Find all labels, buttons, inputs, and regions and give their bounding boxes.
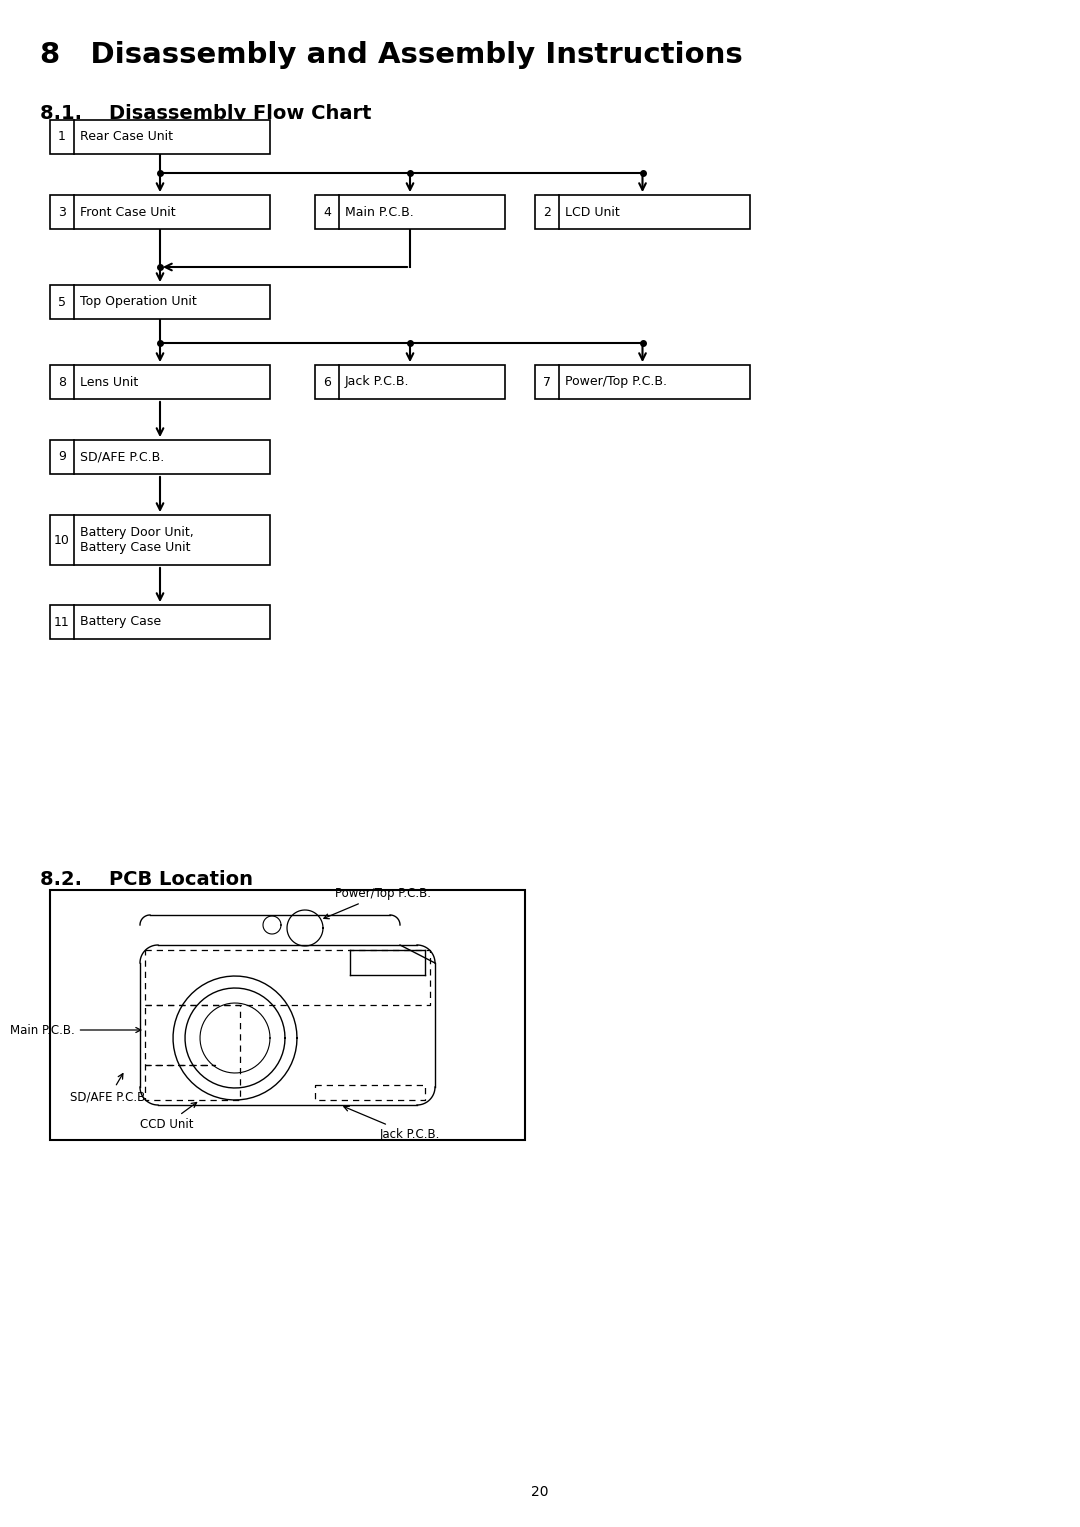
Text: Battery Case: Battery Case (80, 615, 161, 629)
Text: 3: 3 (58, 206, 66, 218)
Text: Power/Top P.C.B.: Power/Top P.C.B. (324, 887, 431, 919)
Bar (315, 195, 505, 229)
Bar (50, 605, 270, 638)
Bar (50, 121, 270, 154)
Text: 8   Disassembly and Assembly Instructions: 8 Disassembly and Assembly Instructions (40, 41, 743, 69)
Text: Lens Unit: Lens Unit (80, 376, 138, 388)
Text: Jack P.C.B.: Jack P.C.B. (345, 376, 409, 388)
Text: 6: 6 (323, 376, 330, 388)
Text: SD/AFE P.C.B.: SD/AFE P.C.B. (70, 1073, 149, 1102)
Text: Battery Door Unit,
Battery Case Unit: Battery Door Unit, Battery Case Unit (80, 525, 193, 554)
Text: Top Operation Unit: Top Operation Unit (80, 296, 197, 308)
Text: Power/Top P.C.B.: Power/Top P.C.B. (565, 376, 667, 388)
Text: 5: 5 (58, 296, 66, 308)
Text: 8.2.    PCB Location: 8.2. PCB Location (40, 870, 253, 889)
Text: 8: 8 (58, 376, 66, 388)
Text: Front Case Unit: Front Case Unit (80, 206, 176, 218)
Bar (50, 365, 270, 399)
Bar (50, 515, 270, 565)
Text: 2: 2 (543, 206, 551, 218)
Text: SD/AFE P.C.B.: SD/AFE P.C.B. (80, 450, 164, 464)
Bar (50, 195, 270, 229)
Bar (535, 195, 750, 229)
Text: Main P.C.B.: Main P.C.B. (10, 1023, 140, 1037)
Text: 7: 7 (543, 376, 551, 388)
Bar (50, 440, 270, 473)
Text: 20: 20 (531, 1484, 549, 1500)
Text: 9: 9 (58, 450, 66, 464)
Text: 11: 11 (54, 615, 70, 629)
Text: Rear Case Unit: Rear Case Unit (80, 130, 173, 144)
Text: 4: 4 (323, 206, 330, 218)
Bar (50, 890, 525, 1141)
Bar (50, 286, 270, 319)
Text: 1: 1 (58, 130, 66, 144)
Text: Main P.C.B.: Main P.C.B. (345, 206, 414, 218)
Bar (315, 365, 505, 399)
Text: 10: 10 (54, 533, 70, 547)
Bar (535, 365, 750, 399)
Text: LCD Unit: LCD Unit (565, 206, 620, 218)
Text: Jack P.C.B.: Jack P.C.B. (343, 1106, 441, 1141)
Text: CCD Unit: CCD Unit (140, 1102, 197, 1132)
Text: 8.1.    Disassembly Flow Chart: 8.1. Disassembly Flow Chart (40, 104, 372, 122)
